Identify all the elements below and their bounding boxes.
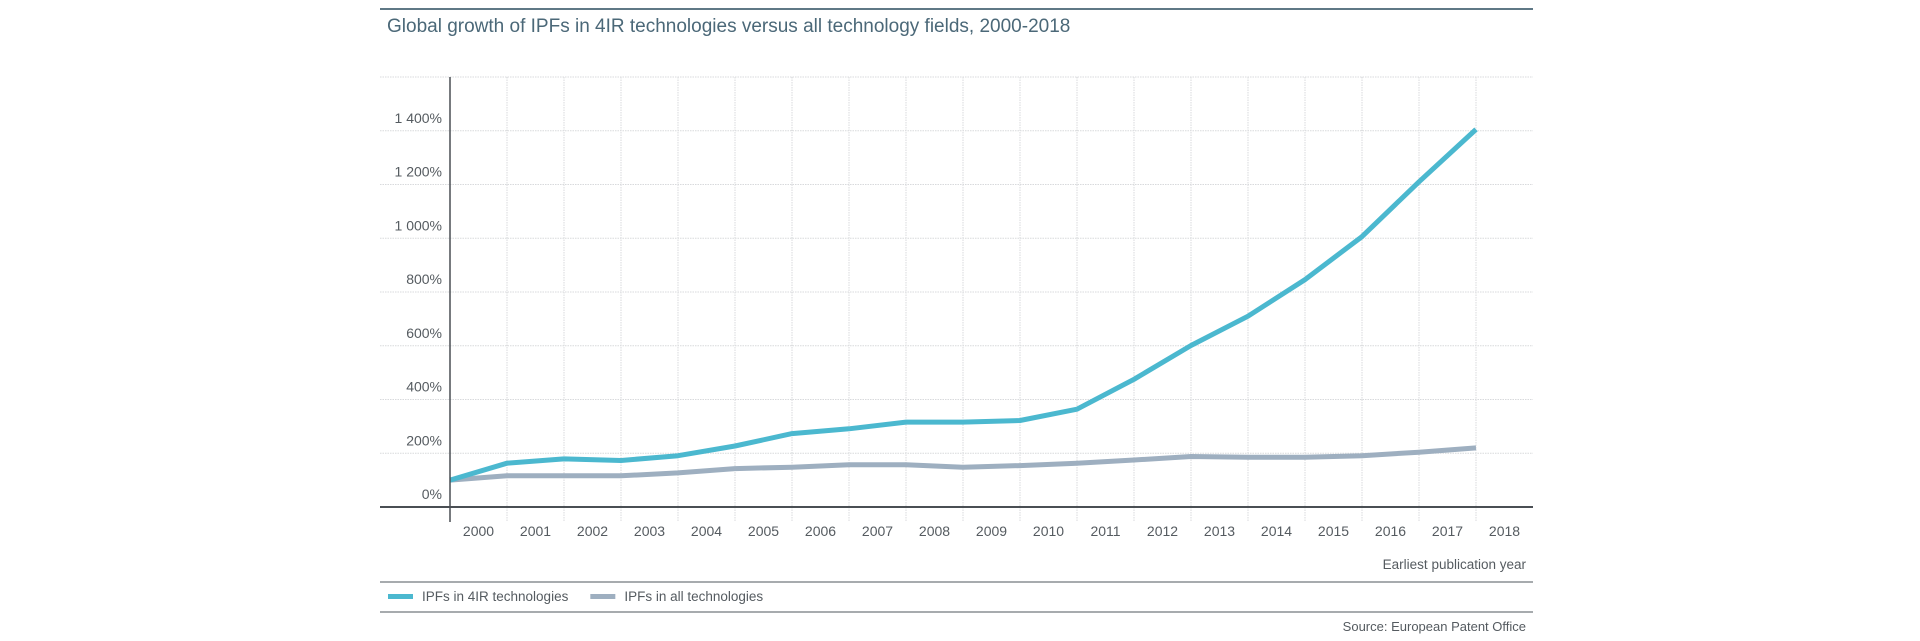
x-tick-label: 2006 xyxy=(805,523,836,539)
y-tick-label: 0% xyxy=(422,486,442,502)
chart-title: Global growth of IPFs in 4IR technologie… xyxy=(387,16,1070,37)
series-line-ipfs-in-all-technologies xyxy=(449,445,1477,483)
legend-swatch xyxy=(388,594,413,599)
legend-label: IPFs in 4IR technologies xyxy=(422,589,569,604)
y-tick-label: 600% xyxy=(406,325,442,341)
x-tick-label: 2015 xyxy=(1318,523,1349,539)
y-tick-label: 200% xyxy=(406,432,442,448)
x-tick-label: 2004 xyxy=(691,523,722,539)
legend: IPFs in 4IR technologies IPFs in all tech… xyxy=(388,589,763,604)
x-tick-label: 2018 xyxy=(1489,523,1520,539)
x-tick-label: 2001 xyxy=(520,523,551,539)
x-tick-label: 2000 xyxy=(463,523,494,539)
y-tick-label: 1 400% xyxy=(395,110,442,126)
source-note: Source: European Patent Office xyxy=(1343,619,1526,634)
x-tick-label: 2008 xyxy=(919,523,950,539)
x-tick-label: 2007 xyxy=(862,523,893,539)
x-tick-label: 2017 xyxy=(1432,523,1463,539)
x-tick-label: 2016 xyxy=(1375,523,1406,539)
legend-swatch xyxy=(590,594,616,599)
x-tick-label: 2010 xyxy=(1033,523,1064,539)
x-axis-ticks: 2000 2001 2002 2003 2004 2005 2006 2007 2008 2009… xyxy=(463,523,1520,539)
y-tick-label: 800% xyxy=(406,271,442,287)
x-tick-label: 2012 xyxy=(1147,523,1178,539)
gridlines xyxy=(380,76,1533,522)
x-tick-label: 2003 xyxy=(634,523,665,539)
series-lines xyxy=(449,127,1478,483)
y-tick-label: 400% xyxy=(406,379,442,395)
x-tick-label: 2011 xyxy=(1090,523,1120,539)
x-tick-label: 2002 xyxy=(577,523,608,539)
x-axis-label: Earliest publication year xyxy=(1383,557,1527,572)
x-tick-label: 2013 xyxy=(1204,523,1235,539)
y-tick-label: 1 000% xyxy=(395,217,442,233)
y-tick-label: 1 200% xyxy=(395,164,442,180)
x-tick-label: 2005 xyxy=(748,523,779,539)
y-axis-ticks: 0% 200% 400% 600% 800% 1 000% 1 200% 1 400% xyxy=(395,110,442,502)
x-tick-label: 2009 xyxy=(976,523,1007,539)
x-tick-label: 2014 xyxy=(1261,523,1292,539)
legend-label: IPFs in all technologies xyxy=(624,589,763,604)
